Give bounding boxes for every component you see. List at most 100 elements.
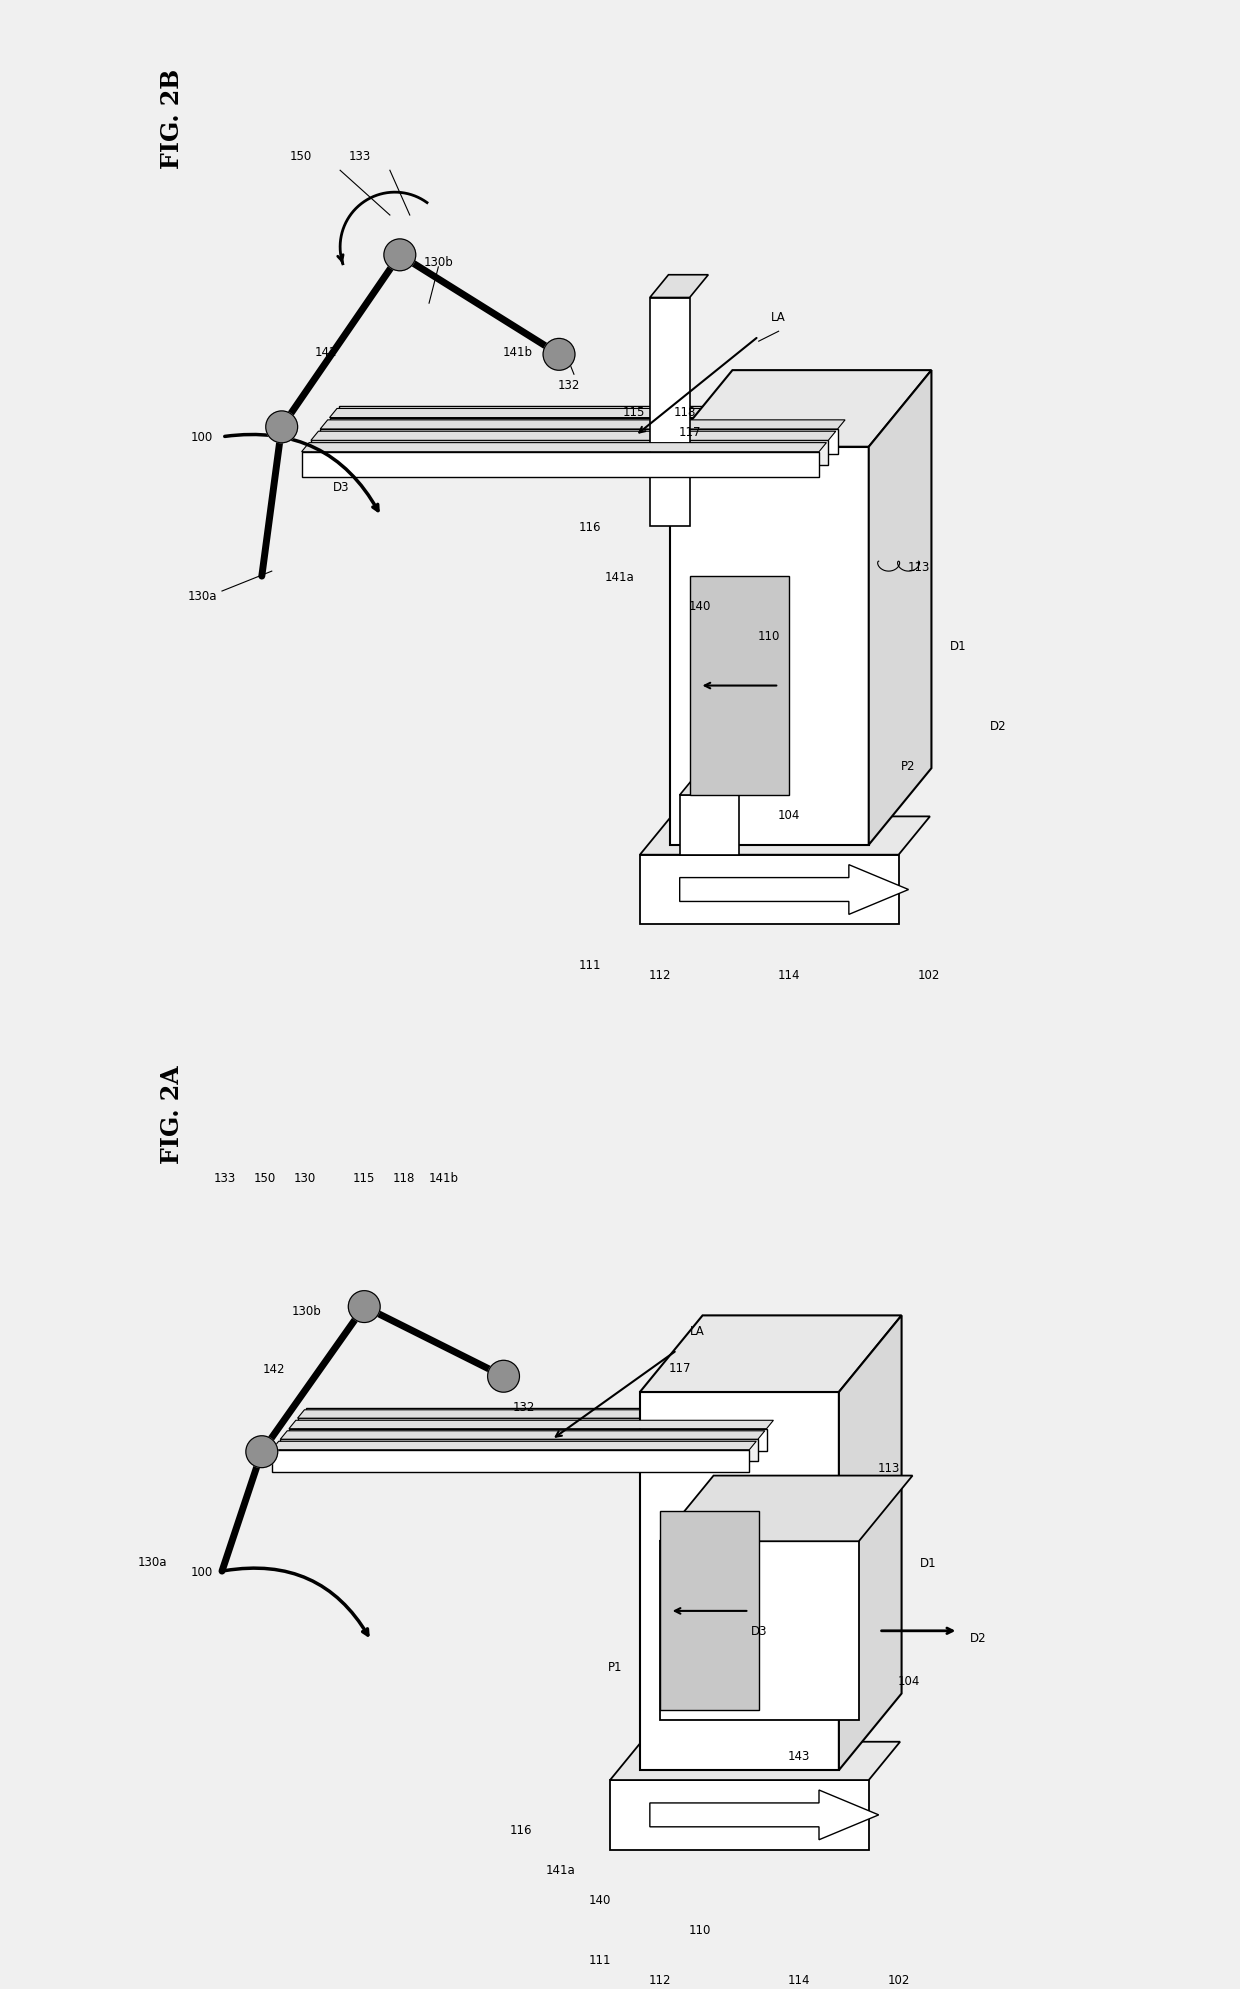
Text: D3: D3 <box>751 1625 768 1637</box>
Polygon shape <box>839 1317 901 1770</box>
Polygon shape <box>660 1512 759 1711</box>
Text: 116: 116 <box>579 521 601 533</box>
Polygon shape <box>650 1790 879 1840</box>
Circle shape <box>487 1360 520 1392</box>
Polygon shape <box>670 448 869 845</box>
Text: 114: 114 <box>777 969 800 981</box>
Text: 133: 133 <box>348 149 371 163</box>
Text: FIG. 2B: FIG. 2B <box>160 70 185 169</box>
Polygon shape <box>689 577 789 796</box>
Polygon shape <box>298 1410 782 1418</box>
Text: D2: D2 <box>990 720 1007 732</box>
Text: 100: 100 <box>191 432 213 444</box>
Text: 130b: 130b <box>291 1305 321 1317</box>
Text: 118: 118 <box>673 406 697 418</box>
Circle shape <box>543 340 575 372</box>
Text: 140: 140 <box>688 601 711 613</box>
Text: 142: 142 <box>315 346 337 358</box>
Text: 143: 143 <box>787 1748 810 1762</box>
Polygon shape <box>650 298 689 527</box>
Polygon shape <box>289 1420 774 1428</box>
Circle shape <box>348 1291 381 1323</box>
Text: 114: 114 <box>787 1973 811 1985</box>
Text: 112: 112 <box>649 1973 671 1985</box>
Polygon shape <box>272 1450 749 1472</box>
Text: P1: P1 <box>608 1661 622 1673</box>
Text: 113: 113 <box>908 561 930 573</box>
Text: 113: 113 <box>878 1462 900 1474</box>
Polygon shape <box>640 1392 839 1770</box>
Text: 130: 130 <box>294 1172 316 1183</box>
Polygon shape <box>680 796 739 855</box>
Text: 102: 102 <box>918 969 940 981</box>
Polygon shape <box>650 276 708 298</box>
Polygon shape <box>640 817 930 855</box>
Polygon shape <box>610 1742 900 1780</box>
Text: 130a: 130a <box>138 1555 167 1567</box>
Text: 141b: 141b <box>429 1172 459 1183</box>
Text: P2: P2 <box>901 760 916 772</box>
Polygon shape <box>280 1430 765 1440</box>
Text: 104: 104 <box>898 1675 920 1687</box>
Text: 104: 104 <box>777 810 800 821</box>
Text: LA: LA <box>689 1325 704 1337</box>
Polygon shape <box>330 418 847 444</box>
Polygon shape <box>660 1541 859 1720</box>
Text: 111: 111 <box>579 959 601 971</box>
Text: 140: 140 <box>589 1894 611 1905</box>
Circle shape <box>265 412 298 444</box>
Polygon shape <box>320 420 846 430</box>
Polygon shape <box>680 865 909 915</box>
Text: 118: 118 <box>393 1172 415 1183</box>
Polygon shape <box>610 1780 869 1850</box>
Polygon shape <box>640 855 899 925</box>
Text: 141a: 141a <box>605 571 635 583</box>
Text: 112: 112 <box>649 969 671 981</box>
Text: 110: 110 <box>758 631 780 642</box>
Text: 117: 117 <box>668 1360 691 1374</box>
Polygon shape <box>301 444 826 453</box>
Text: 111: 111 <box>589 1953 611 1965</box>
Text: 117: 117 <box>678 426 701 440</box>
Text: D1: D1 <box>950 640 967 652</box>
Text: 141a: 141a <box>546 1864 575 1876</box>
Polygon shape <box>301 453 818 477</box>
Text: 132: 132 <box>512 1400 534 1412</box>
Text: 133: 133 <box>213 1172 236 1183</box>
Circle shape <box>246 1436 278 1468</box>
Text: 115: 115 <box>622 406 645 418</box>
Text: 142: 142 <box>263 1362 285 1376</box>
Polygon shape <box>306 1408 784 1430</box>
Text: 130b: 130b <box>424 257 454 269</box>
Polygon shape <box>311 432 836 442</box>
Text: 132: 132 <box>558 378 580 392</box>
Polygon shape <box>660 1476 913 1541</box>
Polygon shape <box>298 1418 775 1440</box>
Text: 150: 150 <box>289 149 311 163</box>
Text: 116: 116 <box>510 1824 532 1836</box>
Text: 100: 100 <box>191 1565 213 1577</box>
Polygon shape <box>640 1317 901 1392</box>
Polygon shape <box>289 1428 766 1450</box>
Text: D3: D3 <box>334 481 350 493</box>
Polygon shape <box>272 1442 756 1450</box>
Text: 115: 115 <box>353 1172 376 1183</box>
Polygon shape <box>670 370 931 448</box>
Polygon shape <box>320 430 838 455</box>
Text: D2: D2 <box>970 1631 987 1645</box>
Text: D1: D1 <box>920 1555 936 1569</box>
Polygon shape <box>339 408 857 432</box>
Text: 110: 110 <box>688 1923 711 1935</box>
Text: LA: LA <box>771 310 786 324</box>
Circle shape <box>384 241 415 272</box>
Polygon shape <box>680 778 754 796</box>
Text: 141b: 141b <box>503 346 533 358</box>
Polygon shape <box>311 442 828 465</box>
Text: 150: 150 <box>254 1172 275 1183</box>
Polygon shape <box>280 1440 758 1462</box>
Text: 102: 102 <box>888 1973 910 1985</box>
Text: 130a: 130a <box>187 591 217 603</box>
Polygon shape <box>330 410 854 418</box>
Text: FIG. 2A: FIG. 2A <box>160 1064 185 1164</box>
Polygon shape <box>869 370 931 845</box>
